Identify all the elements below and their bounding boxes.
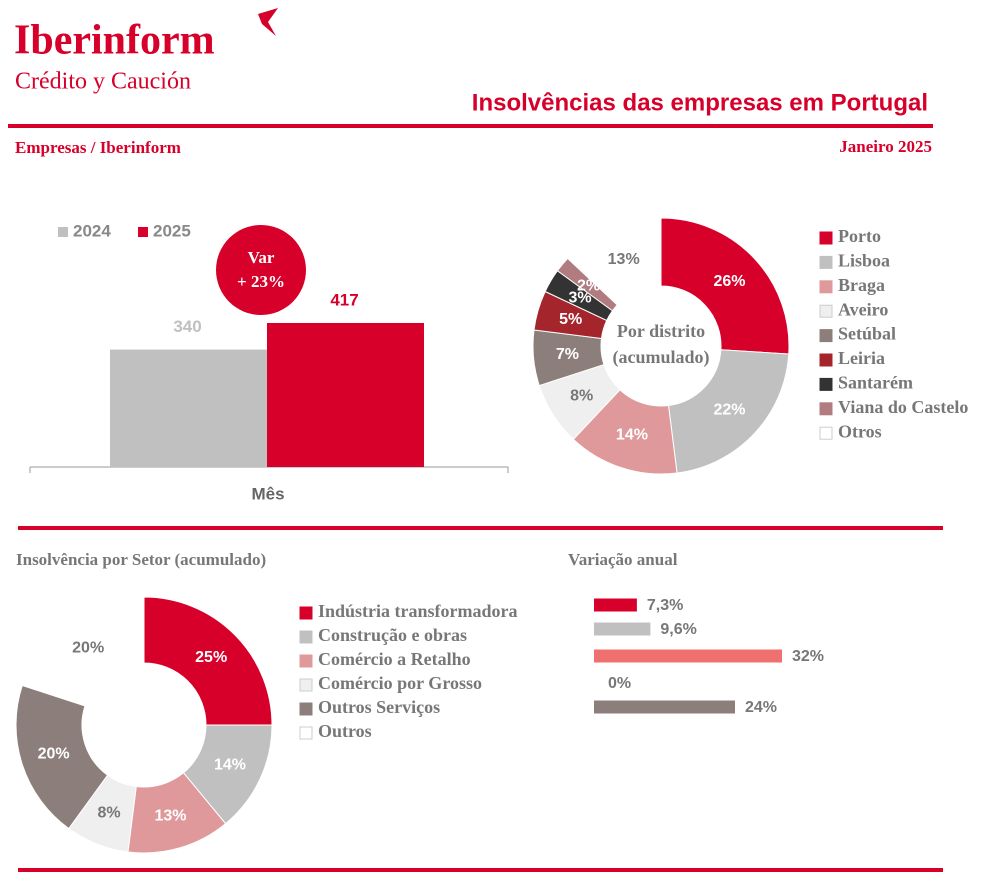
legend-swatch (299, 654, 313, 668)
value-label: 32% (792, 648, 824, 665)
legend-label: Comércio a Retalho (318, 649, 471, 669)
legend-label: Viana do Castelo (838, 397, 968, 417)
slice-label: 3% (569, 289, 592, 306)
center-label: (acumulado) (612, 347, 709, 368)
legend-label: Setúbal (838, 324, 896, 344)
legend-label: Santarém (838, 373, 913, 393)
slice-label: 8% (570, 388, 593, 405)
value-label: 417 (330, 290, 358, 309)
slice (21, 596, 145, 707)
value-label: 24% (745, 699, 777, 716)
legend-swatch (819, 353, 833, 367)
bar (594, 700, 735, 714)
legend-label: Outros (318, 721, 372, 741)
legend-label: Construção e obras (318, 625, 467, 645)
legend-label: Otros (838, 421, 882, 441)
legend-label: Indústria transformadora (318, 601, 518, 621)
bar (110, 349, 267, 467)
slice (143, 596, 273, 726)
legend-label: Aveiro (838, 299, 888, 319)
brand-sub: Crédito y Caución (15, 69, 191, 95)
brand: Iberinform (14, 18, 215, 64)
legend-label: 2024 (73, 221, 111, 240)
annotation: + 23% (237, 272, 285, 291)
slice (667, 349, 790, 474)
slice-label: 22% (714, 402, 746, 419)
divider (8, 124, 933, 128)
legend-swatch (299, 630, 313, 644)
bar (594, 649, 782, 663)
slice-label: 20% (38, 746, 70, 763)
page-title: Insolvências das empresas em Portugal (472, 89, 928, 116)
center-label: Por distrito (617, 321, 705, 341)
legend-swatch (299, 726, 313, 740)
period-label: Janeiro 2025 (839, 137, 932, 156)
bar (594, 622, 651, 636)
legend-swatch (819, 255, 833, 269)
slice-label: 20% (72, 639, 104, 656)
slice-label: 26% (714, 273, 746, 290)
value-label: 340 (173, 317, 201, 336)
bar (594, 598, 637, 612)
legend-label: Porto (838, 226, 881, 246)
annotation-bubble (216, 225, 306, 315)
legend-swatch (819, 304, 833, 318)
chart-title: Variação anual (568, 550, 678, 569)
legend-swatch (299, 606, 313, 620)
legend-label: Comércio por Grosso (318, 673, 482, 693)
chart-title: Insolvência por Setor (acumulado) (16, 550, 266, 569)
divider (18, 868, 943, 872)
legend-label: Leiria (838, 348, 885, 368)
legend-swatch (58, 227, 68, 237)
bar (267, 323, 424, 467)
legend-swatch (299, 678, 313, 692)
value-label: 7,3% (647, 597, 683, 614)
legend-label: Outros Serviços (318, 697, 440, 717)
legend-swatch (819, 377, 833, 391)
slice-label: 25% (195, 649, 227, 666)
legend-swatch (819, 280, 833, 294)
legend-swatch (138, 227, 148, 237)
slice-label: 7% (556, 346, 579, 363)
slice (15, 684, 109, 830)
legend-swatch (819, 402, 833, 416)
annotation: Var (248, 248, 275, 267)
value-label: 9,6% (660, 621, 696, 638)
legend-label: Braga (838, 275, 885, 295)
slice-label: 14% (214, 757, 246, 774)
slice (660, 217, 790, 355)
slice-label: 14% (616, 427, 648, 444)
divider (18, 526, 943, 530)
slice-label: 13% (154, 807, 186, 824)
legend-label: 2025 (153, 221, 191, 240)
slice-label: 13% (608, 251, 640, 268)
legend-swatch (819, 426, 833, 440)
slice-label: 8% (97, 805, 120, 822)
legend-swatch (299, 702, 313, 716)
legend-swatch (819, 329, 833, 343)
slice-label: 5% (559, 311, 582, 328)
legend-swatch (819, 231, 833, 245)
value-label: 0% (608, 675, 631, 692)
slice (566, 217, 662, 306)
legend-label: Lisboa (838, 251, 890, 271)
section-label: Empresas / Iberinform (15, 138, 181, 157)
brand-icon (258, 8, 278, 36)
x-axis-label: Mês (251, 484, 284, 503)
